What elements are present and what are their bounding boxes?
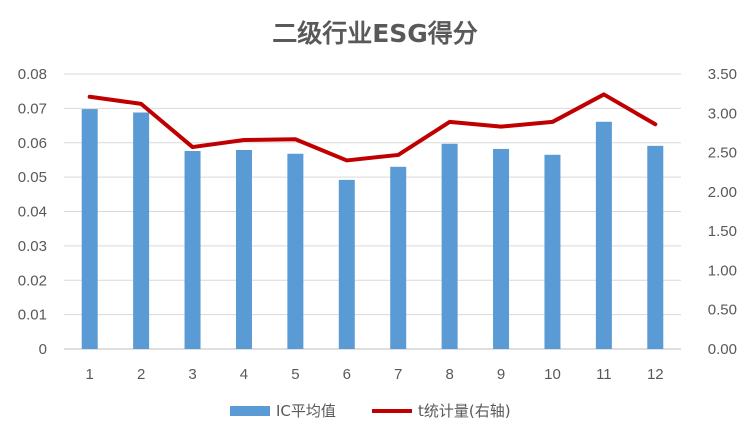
line-point	[449, 121, 451, 123]
bar	[184, 151, 201, 349]
line-point	[140, 103, 142, 105]
bar	[544, 154, 561, 349]
legend-swatch-bar	[230, 406, 270, 416]
y-left-tick-label: 0.06	[18, 135, 47, 152]
x-tick-label: 3	[188, 366, 196, 383]
y-right-tick-label: 0.50	[708, 302, 737, 319]
y-left-tick-label: 0.04	[18, 204, 47, 221]
y-left-tick-label: 0	[39, 341, 47, 358]
y-right-tick-label: 3.50	[708, 66, 737, 83]
bar	[441, 143, 458, 349]
line-point	[243, 139, 245, 141]
x-tick-label: 4	[240, 366, 248, 383]
chart-title: 二级行业ESG得分	[272, 19, 478, 48]
line-point	[346, 159, 348, 161]
bar	[235, 149, 252, 349]
y-right-tick-label: 1.50	[708, 223, 737, 240]
legend-label-bar: IC平均值	[276, 402, 336, 420]
line-point	[603, 93, 605, 95]
bar	[647, 145, 664, 349]
x-tick-label: 2	[137, 366, 145, 383]
y-right-tick-label: 0.00	[708, 341, 737, 358]
line-point	[500, 126, 502, 128]
x-tick-label: 8	[445, 366, 453, 383]
line-point	[89, 96, 91, 98]
legend-label-line: t统计量(右轴)	[418, 402, 511, 420]
bar	[287, 153, 304, 349]
y-left-tick-label: 0.07	[18, 100, 47, 117]
x-tick-label: 6	[343, 366, 351, 383]
bar	[338, 179, 355, 349]
x-tick-label: 12	[647, 366, 664, 383]
bar	[595, 121, 612, 349]
line-point	[192, 146, 194, 148]
y-left-tick-label: 0.08	[18, 66, 47, 83]
y-left-tick-label: 0.03	[18, 238, 47, 255]
x-tick-label: 1	[86, 366, 94, 383]
y-left-tick-label: 0.05	[18, 169, 47, 186]
bar	[390, 166, 407, 349]
line-point	[294, 138, 296, 140]
y-left-tick-label: 0.02	[18, 272, 47, 289]
x-tick-label: 5	[291, 366, 299, 383]
x-tick-label: 9	[497, 366, 505, 383]
x-tick-label: 7	[394, 366, 402, 383]
y-right-tick-label: 1.00	[708, 262, 737, 279]
bar	[493, 148, 510, 349]
line-point	[397, 154, 399, 156]
series-line	[87, 92, 658, 163]
y-right-tick-label: 2.50	[708, 145, 737, 162]
line-point	[551, 121, 553, 123]
x-tick-label: 10	[544, 366, 561, 383]
x-tick-label: 11	[596, 366, 612, 383]
bar	[133, 112, 150, 349]
y-right-tick-label: 2.00	[708, 184, 737, 201]
bar	[81, 109, 98, 349]
y-left-tick-label: 0.01	[18, 307, 47, 324]
y-right-tick-label: 3.00	[708, 105, 737, 122]
line-point	[654, 123, 656, 125]
